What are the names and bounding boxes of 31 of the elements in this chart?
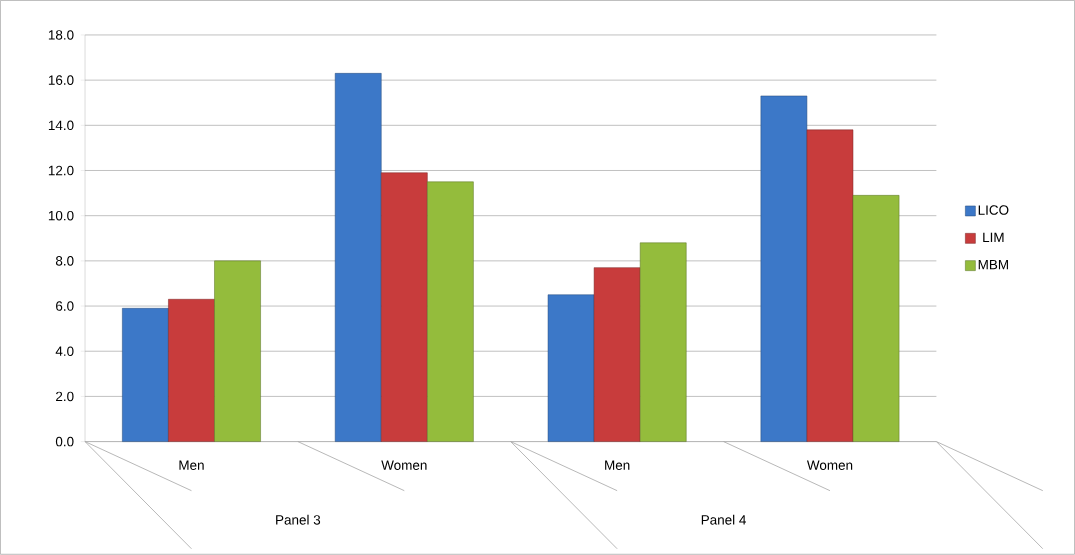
x-tick-label: Women (381, 460, 427, 471)
bar (214, 260, 261, 442)
y-tick-label: 16.0 (48, 75, 74, 86)
y-tick-label: 10.0 (48, 211, 74, 221)
legend-label: MBM (978, 260, 1008, 270)
bar (122, 308, 169, 442)
text: Panel 3 (276, 514, 321, 525)
bar (806, 129, 854, 442)
y-tick-label: 0.0 (55, 436, 74, 447)
bar (168, 299, 215, 442)
bar (334, 73, 382, 442)
x-tick-label: Men (179, 460, 204, 471)
y-tick-label: 8.0 (55, 256, 74, 266)
y-tick-label: 4.0 (55, 346, 74, 357)
x-tick-label: Men (605, 460, 630, 471)
bar (760, 95, 808, 442)
bar (547, 294, 595, 442)
bar (381, 172, 428, 442)
y-tick-label: 6.0 (56, 301, 74, 311)
bar (427, 181, 474, 442)
y-tick-label: 2.0 (56, 391, 74, 402)
legend-label: LIM (983, 232, 1004, 243)
y-tick-label: 18.0 (48, 30, 74, 40)
text: Panel 4 (701, 514, 746, 525)
y-tick-label: 12.0 (48, 165, 74, 176)
legend-label: LICO (978, 205, 1009, 215)
bar (852, 195, 900, 442)
bar (639, 242, 687, 442)
y-tick-label: 14.0 (48, 120, 74, 131)
bar (593, 267, 641, 442)
x-tick-label: Women (806, 460, 853, 471)
